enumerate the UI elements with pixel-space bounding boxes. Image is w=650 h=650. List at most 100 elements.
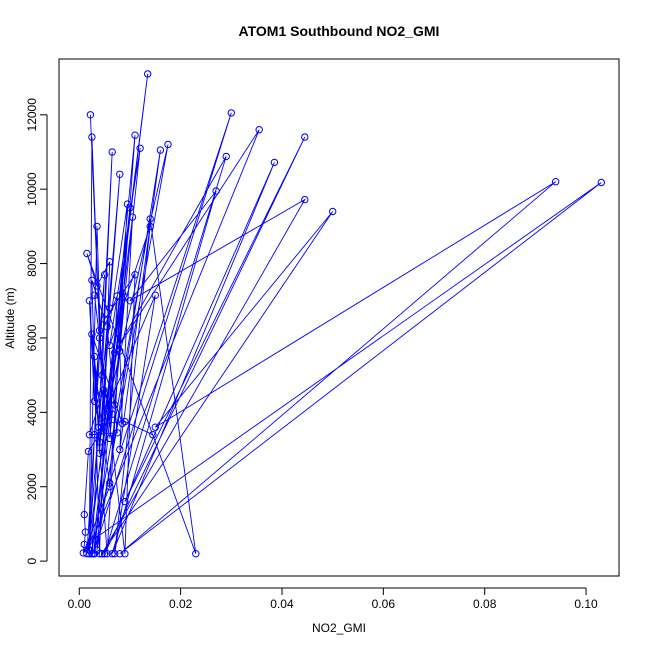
data-point [80,540,89,549]
data-point [146,222,154,231]
series-line [82,73,602,555]
data-point [86,111,95,119]
data-point [88,550,96,558]
data-point [144,70,152,78]
data-point [106,483,114,491]
data-point [301,195,309,204]
data-point [90,352,99,361]
data-point [99,386,108,394]
data-point [79,549,88,557]
series-layer [79,70,605,558]
data-point [88,276,96,284]
data-point [156,146,165,154]
data-point [113,292,122,300]
data-point [90,291,99,299]
data-point [90,397,99,405]
x-tick-label: 0.10 [574,597,598,611]
y-tick-label: 8000 [25,250,39,277]
data-point [83,249,91,258]
y-axis: 0 2000 4000 6000 8000 10000 12000 [25,98,48,564]
data-point [106,258,114,266]
data-point [121,497,129,506]
data-point [88,133,96,141]
data-point [80,510,89,519]
data-point [126,297,134,305]
x-tick-label: 0.02 [169,597,193,611]
data-point [85,297,94,305]
data-point [95,550,104,558]
data-point [108,410,116,418]
data-point [90,550,99,558]
data-point [329,207,337,216]
data-point [597,178,605,187]
data-point [151,291,160,299]
data-point [88,330,96,338]
data-point [108,550,116,558]
data-point [192,550,200,558]
data-point [90,431,99,439]
y-tick-label: 10000 [25,172,39,206]
y-axis-label: Altitude (m) [3,287,17,348]
data-point [93,282,101,290]
data-point [222,152,230,161]
data-point [113,429,122,437]
data-point [100,550,109,558]
data-point [98,550,106,558]
data-point [111,401,119,409]
data-point [90,535,99,543]
data-point [100,412,109,420]
data-point [121,293,129,301]
data-point [227,109,236,117]
x-tick-label: 0.04 [270,597,294,611]
data-point [83,550,91,558]
data-point [106,304,114,312]
y-tick-label: 2000 [25,473,39,500]
data-point [146,215,154,223]
data-point [84,447,93,456]
data-point [106,479,114,487]
data-point [123,200,132,208]
data-point [95,449,104,457]
data-point [93,222,101,231]
data-point [116,170,124,179]
data-point [81,528,90,536]
data-point [100,315,109,324]
plot-frame [58,58,620,577]
data-point [164,140,172,149]
data-point [116,347,124,355]
data-point [111,349,119,357]
y-tick-label: 12000 [25,98,39,132]
chart-title: ATOM1 Southbound NO2_GMI [239,23,440,39]
data-point [149,431,157,439]
data-point [98,371,106,379]
data-point [103,550,111,558]
data-point [131,131,139,139]
data-point [103,323,111,331]
data-point [108,148,116,156]
data-point [111,550,119,558]
data-point [212,187,220,195]
x-tick-label: 0.06 [372,597,396,611]
data-point [116,445,124,454]
data-point [151,423,160,431]
data-point [95,438,104,446]
data-point [103,404,111,413]
data-point [126,204,134,212]
data-point [100,271,109,279]
data-point [301,133,309,141]
data-point [85,431,94,439]
data-point [98,390,106,398]
data-point [131,271,139,279]
y-tick-label: 0 [25,557,39,564]
x-tick-label: 0.00 [68,597,92,611]
data-point [93,546,101,554]
data-point [136,144,144,153]
x-tick-label: 0.08 [473,597,497,611]
x-axis: 0.00 0.02 0.04 0.06 0.08 0.10 [68,587,598,611]
x-axis-label: NO2_GMI [312,621,366,635]
data-point [95,334,104,342]
data-point [121,417,129,426]
data-point [98,419,106,428]
y-tick-label: 6000 [25,324,39,351]
